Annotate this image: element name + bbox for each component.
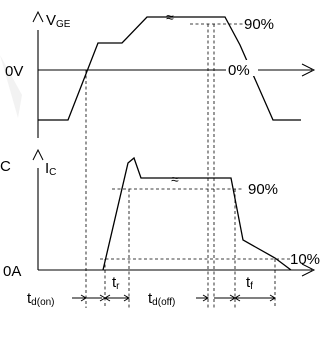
tf-label: tf [246,274,253,292]
td-off-arrow-head [202,294,209,302]
ic-panel: C IC 0A ≈ 90% 10% [0,148,320,280]
background-watermark-stroke [0,55,22,118]
ic-left-edge-label: C [0,158,11,175]
tf-arrow-head-right [269,294,276,302]
ic-break-mark: ≈ [171,171,179,187]
vge-waveform [38,16,301,121]
vge-0-label: 0% [228,62,250,79]
ic-90-label: 90% [248,181,278,198]
tr-arrow-head-right [123,294,130,302]
ic-10-label: 10% [290,251,320,268]
td-off-label: td(off) [148,290,175,308]
vge-zero-axis-arrow-head [301,63,316,77]
ic-waveform [102,156,292,271]
vge-axis-label: VGE [46,12,71,30]
timing-guides [85,24,276,308]
ic-axis-arrow-head [32,148,44,161]
vge-0-label-mask [226,60,258,76]
timing-annotations: td(on) tr td(off) tf [27,274,276,308]
vge-axis-arrow-head [32,10,44,23]
vge-break-mark: ≈ [166,9,174,25]
ic-zero-axis-arrow-head [301,263,316,277]
td-on-label: td(on) [27,290,55,308]
ic-axis-label: IC [45,160,56,178]
vge-zero-label: 0V [5,63,23,80]
tr-arrow-head-left [104,294,111,302]
tr-label: tr [112,274,120,292]
ic-zero-label: 0A [3,263,21,280]
tf-arrow-head-left [234,294,241,302]
vge-90-label: 90% [244,16,274,33]
vge-panel: VGE 0V ≈ 90% 0% [5,9,316,138]
